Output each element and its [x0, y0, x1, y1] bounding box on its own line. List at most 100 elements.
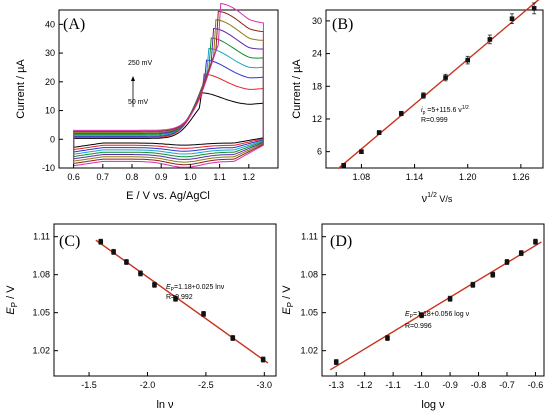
panel-d-x-tick-label: -0.7	[499, 380, 515, 390]
panel-b-ticks: 1.08 1.14 1.20 1.26 6 12 18 24 30	[312, 16, 530, 182]
panel-a-x-tick-label: 1.0	[184, 172, 197, 182]
panel-a-y-axis-title: Current / µA	[15, 59, 27, 119]
panel-c-r-value: R=0.992	[166, 294, 193, 301]
annotation-250mv: 250 mV	[128, 60, 152, 67]
panel-c-fit-line	[95, 239, 269, 364]
panel-c-plot	[95, 238, 269, 364]
panel-b-data-point	[421, 93, 426, 98]
panel-c-data-point	[152, 282, 157, 288]
panel-b-x-axis-title: ν1/2 V/s	[422, 192, 453, 205]
panel-c-data-point	[260, 357, 266, 362]
panel-d-equation: EP=1.18+0.056 log ν	[405, 311, 470, 320]
panel-b-y-tick-label: 24	[312, 49, 322, 59]
panel-c-equation: EP=1.18+0.025 lnν	[166, 284, 225, 293]
panel-d-data-point	[470, 282, 476, 288]
panel-c-x-tick-label: -2.5	[198, 380, 214, 390]
panel-a-y-tick-label: 30	[45, 48, 55, 58]
scan-rate-arrow-head	[131, 76, 135, 81]
cv-curve-175mv	[73, 27, 264, 160]
panel-d-fit-line	[329, 241, 542, 371]
panel-b-data-point	[509, 16, 515, 22]
panel-d-x-tick-label: -0.6	[528, 380, 544, 390]
panel-b-frame	[325, 9, 544, 169]
panel-d-y-tick-label: 1.05	[300, 308, 318, 318]
panel-a-ticks: 0.6 0.7 0.8 0.9 1.0 1.1 1.2 -10 0 10 20 30 40	[42, 19, 255, 182]
panel-b-x-axis-symbol: ν	[422, 193, 428, 205]
panel-b-equation-prefix: i	[421, 107, 423, 114]
panel-c-data-point	[201, 311, 206, 317]
panel-b-data-point	[341, 162, 347, 168]
panel-d-equation-body: =1.18+0.056 log ν	[413, 311, 470, 318]
panel-d-y-axis-symbol: E	[281, 307, 293, 315]
panel-b-x-tick-label: 1.14	[406, 172, 424, 182]
panel-a-x-tick-label: 0.7	[97, 172, 110, 182]
panel-c-data-point	[124, 259, 129, 265]
panel-d-y-axis-sub: P	[286, 302, 295, 307]
cv-curves	[73, 3, 264, 168]
panel-b-y-axis-title: Current / µA	[291, 59, 303, 119]
panel-a-x-tick-label: 1.1	[213, 172, 226, 182]
panel-d-equation-sub: P	[410, 314, 414, 320]
panel-b-data-point	[398, 111, 404, 116]
panel-b-data-point	[487, 37, 493, 42]
panel-d-data-point	[533, 239, 538, 245]
panel-b-x-axis-sup: 1/2	[427, 192, 437, 199]
panel-d-label: (D)	[330, 233, 352, 250]
panel-b-r-value: R=0.999	[421, 117, 448, 124]
panel-b-equation: ip =5+115.6 ν1/2	[421, 105, 469, 116]
panel-b-x-tick-label: 1.20	[459, 172, 477, 182]
panel-d-x-tick-label: -0.9	[442, 380, 458, 390]
panel-d-equation-prefix: E	[405, 311, 410, 318]
panel-d-data-point	[504, 259, 510, 265]
panel-b-data-point	[465, 57, 471, 63]
panel-b-peak-current-vs-sqrt-scan-rate: (B) ip =5+115.6 ν1/2 R=0.999 1.08 1.14 1.2…	[291, 0, 544, 205]
panel-a-y-tick-label: 0	[50, 134, 55, 144]
panel-d-y-tick-label: 1.02	[300, 346, 318, 356]
panel-d-x-tick-label: -1.1	[385, 380, 401, 390]
panel-a-y-tick-label: -10	[42, 163, 55, 173]
panel-b-data-point	[443, 75, 448, 80]
panel-b-equation-sub: p	[423, 110, 426, 116]
panel-c-data-point	[173, 296, 178, 302]
cv-curve-225mv	[73, 10, 264, 166]
panel-b-fit-line	[337, 0, 540, 170]
panel-d-data-point	[447, 296, 453, 302]
panel-b-x-tick-label: 1.08	[353, 172, 371, 182]
panel-d-y-axis-unit: / V	[281, 285, 293, 302]
panel-b-y-tick-label: 6	[317, 147, 322, 157]
panel-b-y-tick-label: 30	[312, 16, 322, 26]
panel-a-y-tick-label: 10	[45, 106, 55, 116]
panel-c-x-tick-label: -2.0	[140, 380, 156, 390]
panel-b-data-point	[531, 6, 537, 11]
panel-a-x-tick-label: 0.9	[155, 172, 168, 182]
panel-d-x-tick-label: -1.0	[414, 380, 430, 390]
panel-c-y-tick-label: 1.08	[32, 270, 50, 280]
panel-d-y-tick-label: 1.11	[301, 232, 318, 242]
panel-b-x-axis-unit: V/s	[437, 194, 453, 204]
panel-c-y-tick-label: 1.11	[33, 232, 50, 242]
panel-c-ticks: -1.5 -2.0 -2.5 -3.0 1.02 1.05 1.08 1.11	[32, 232, 272, 390]
panel-d-data-point	[385, 335, 390, 341]
panel-a-frame	[58, 9, 279, 169]
panel-a-label: (A)	[63, 16, 85, 33]
panel-d-x-axis-title: log ν	[421, 399, 445, 411]
panel-d-data-point	[333, 359, 339, 365]
panel-d-data-point	[518, 250, 524, 256]
panel-d-frame	[321, 223, 545, 377]
panel-c-x-tick-label: -1.5	[81, 380, 97, 390]
panel-b-data-point	[359, 149, 364, 154]
panel-d-x-tick-label: -0.8	[471, 380, 487, 390]
panel-d-y-axis-title: EP / V	[281, 285, 295, 315]
panel-c-x-axis-title: ln ν	[156, 399, 174, 411]
panel-b-y-tick-label: 12	[312, 114, 322, 124]
panel-c-data-point	[111, 249, 116, 255]
panel-d-x-tick-label: -1.3	[328, 380, 344, 390]
panel-c-label: (C)	[59, 233, 80, 250]
panel-a-cyclic-voltammograms: (A) 250 mV 50 mV 0.6 0.7 0.8 0.9 1.0 1.1 1.2 -1…	[15, 3, 279, 202]
panel-c-data-point	[230, 335, 236, 341]
cv-curve-50mv	[73, 92, 264, 148]
panel-c-y-axis-unit: / V	[5, 285, 17, 302]
panel-d-peak-potential-vs-log-scan-rate: (D) EP=1.18+0.056 log ν R=0.996 -1.3 -1.2…	[281, 223, 545, 411]
panel-c-data-point	[98, 239, 104, 245]
